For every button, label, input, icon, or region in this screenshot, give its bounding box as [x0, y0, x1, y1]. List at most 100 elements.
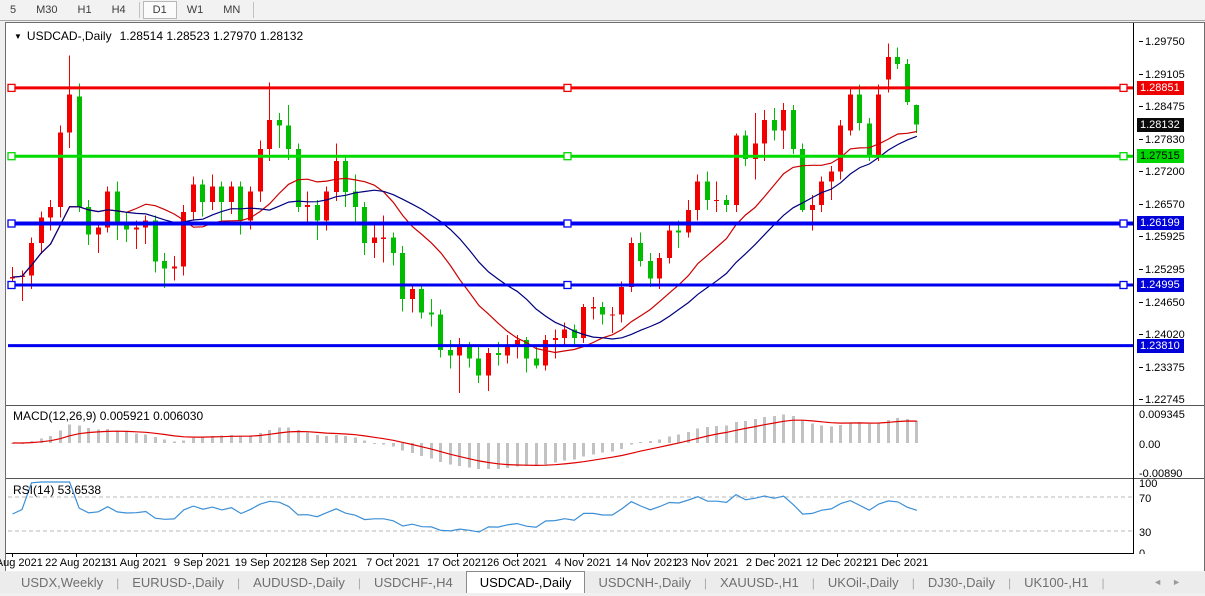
date-label: 26 Oct 2021: [487, 557, 547, 569]
price-tick: 1.29750: [1139, 36, 1185, 48]
timeframe-toolbar: 5 M30 H1 H4 D1 W1 MN: [0, 0, 1205, 21]
price-badge: 1.26199: [1137, 216, 1184, 230]
date-label: 28 Sep 2021: [294, 557, 358, 569]
line-handle[interactable]: [1119, 152, 1128, 161]
date-label: 17 Oct 2021: [427, 557, 487, 569]
price-axis: 1.29750 1.29105 1.28475 1.27830 1.27200 1.265…: [1136, 25, 1204, 570]
line-handle[interactable]: [563, 83, 572, 93]
line-handle[interactable]: [563, 219, 572, 228]
chart-tab-eurusd[interactable]: EURUSD-,Daily: [132, 575, 224, 590]
date-tick: [12, 554, 13, 557]
tab-separator: |: [911, 576, 915, 590]
rsi-axis-tick: 70: [1139, 493, 1152, 505]
timeframe-button-mn[interactable]: MN: [223, 4, 241, 16]
date-label: 4 Nov 2021: [554, 557, 612, 569]
date-tick: [774, 554, 775, 557]
macd-axis-tick: -0.00890: [1139, 468, 1183, 480]
chart-tab-usdx[interactable]: USDX,Weekly: [21, 575, 104, 590]
main-chart-plot[interactable]: ▼ USDCAD-,Daily 1.28514 1.28523 1.27970 1.…: [7, 25, 1133, 405]
timeframe-button-5[interactable]: 5: [10, 4, 17, 16]
date-tick: [326, 554, 327, 557]
price-axis-divider: [1133, 23, 1134, 554]
price-tick: 1.24650: [1139, 297, 1185, 309]
date-label: 31 Aug 2021: [105, 557, 167, 569]
macd-histogram: [11, 414, 918, 470]
chart-tab-usdchf[interactable]: USDCHF-,H4: [373, 575, 453, 590]
chart-tab-dj30[interactable]: DJ30-,Daily: [927, 575, 995, 590]
line-handle[interactable]: [563, 152, 572, 161]
chart-tab-usdcnh[interactable]: USDCNH-,Daily: [598, 575, 691, 590]
date-tick: [76, 554, 77, 557]
timeframe-button-h4[interactable]: H4: [111, 4, 126, 16]
price-tick: 1.26570: [1139, 199, 1185, 211]
macd-label: MACD(12,26,9) 0.005921 0.006030: [13, 409, 204, 423]
date-label: 7 Oct 2021: [366, 557, 420, 569]
line-handle[interactable]: [7, 83, 16, 93]
date-tick: [647, 554, 648, 557]
price-badge: 1.23810: [1137, 339, 1184, 353]
tab-separator: |: [116, 576, 120, 590]
rsi-line: [12, 481, 918, 533]
chart-window: ▼ USDCAD-,Daily 1.28514 1.28523 1.27970 1.…: [0, 22, 1205, 571]
date-tick: [136, 554, 137, 557]
chart-symbol-label: USDCAD-,Daily: [26, 29, 112, 43]
tab-separator: |: [811, 576, 815, 590]
date-tick: [707, 554, 708, 557]
price-badge: 1.28851: [1137, 81, 1184, 95]
date-label: 19 Sep 2021: [234, 557, 298, 569]
price-badge: 1.24995: [1137, 278, 1184, 292]
chart-tab-uk100[interactable]: UK100-,H1: [1024, 575, 1089, 590]
line-handle[interactable]: [7, 280, 16, 290]
rsi-panel[interactable]: RSI(14) 53.6538: [8, 481, 1133, 553]
price-tick: 1.25295: [1139, 264, 1185, 276]
rsi-axis-tick: 30: [1139, 527, 1152, 539]
ma-slow-line: [12, 135, 918, 340]
date-tick: [897, 554, 898, 557]
date-label: 21 Dec 2021: [865, 557, 929, 569]
toolbar-separator: [253, 2, 255, 18]
line-handle[interactable]: [1119, 219, 1128, 228]
date-tick: [457, 554, 458, 557]
date-label: 9 Sep 2021: [173, 557, 231, 569]
tab-separator: |: [236, 576, 241, 590]
chart-tab-xauusd[interactable]: XAUUSD-,H1: [720, 575, 799, 590]
macd-panel[interactable]: MACD(12,26,9) 0.005921 0.006030: [8, 407, 1133, 478]
price-tick: 1.29105: [1139, 69, 1185, 81]
date-tick: [393, 554, 394, 557]
line-handle[interactable]: [7, 152, 16, 161]
line-handle[interactable]: [1119, 280, 1128, 290]
tab-scroll-arrows[interactable]: ◄►: [1153, 577, 1191, 587]
chart-tab-ukoil[interactable]: UKOil-,Daily: [827, 575, 899, 590]
chart-tab-audusd[interactable]: AUDUSD-,Daily: [253, 575, 345, 590]
tab-scroll-left-icon[interactable]: ◄: [1153, 577, 1173, 587]
collapse-arrow-icon[interactable]: ▼: [14, 32, 22, 41]
line-handle[interactable]: [563, 280, 572, 290]
timeframe-button-m30[interactable]: M30: [36, 4, 58, 16]
price-tick: 1.22745: [1139, 394, 1185, 406]
rsi-label: RSI(14) 53.6538: [13, 483, 102, 497]
timeframe-button-h1[interactable]: H1: [77, 4, 92, 16]
price-badge: 1.28132: [1137, 118, 1184, 132]
date-label: 12 Aug 2021: [0, 557, 43, 569]
price-tick: 1.25925: [1139, 231, 1185, 243]
timeframe-button-w1[interactable]: W1: [186, 4, 204, 16]
toolbar-separator: [138, 2, 140, 18]
macd-axis-tick: 0.009345: [1139, 409, 1185, 421]
date-label: 22 Aug 2021: [45, 557, 107, 569]
panel-splitter[interactable]: [6, 405, 1204, 407]
macd-signal-line: [12, 419, 917, 467]
tab-separator: |: [703, 576, 708, 590]
tab-scroll-right-icon[interactable]: ►: [1172, 577, 1191, 587]
line-handle[interactable]: [1119, 83, 1128, 93]
chart-ohlc-values: 1.28514 1.28523 1.27970 1.28132: [119, 29, 304, 43]
price-tick: 1.23375: [1139, 362, 1185, 374]
line-handle[interactable]: [7, 219, 16, 228]
date-tick: [583, 554, 584, 557]
panel-splitter[interactable]: [6, 478, 1204, 480]
date-tick: [837, 554, 838, 557]
chart-tab-usdcad[interactable]: USDCAD-,Daily: [465, 571, 586, 593]
timeframe-button-d1[interactable]: D1: [142, 1, 177, 19]
price-tick: 1.27200: [1139, 166, 1185, 178]
candles: [10, 43, 919, 394]
